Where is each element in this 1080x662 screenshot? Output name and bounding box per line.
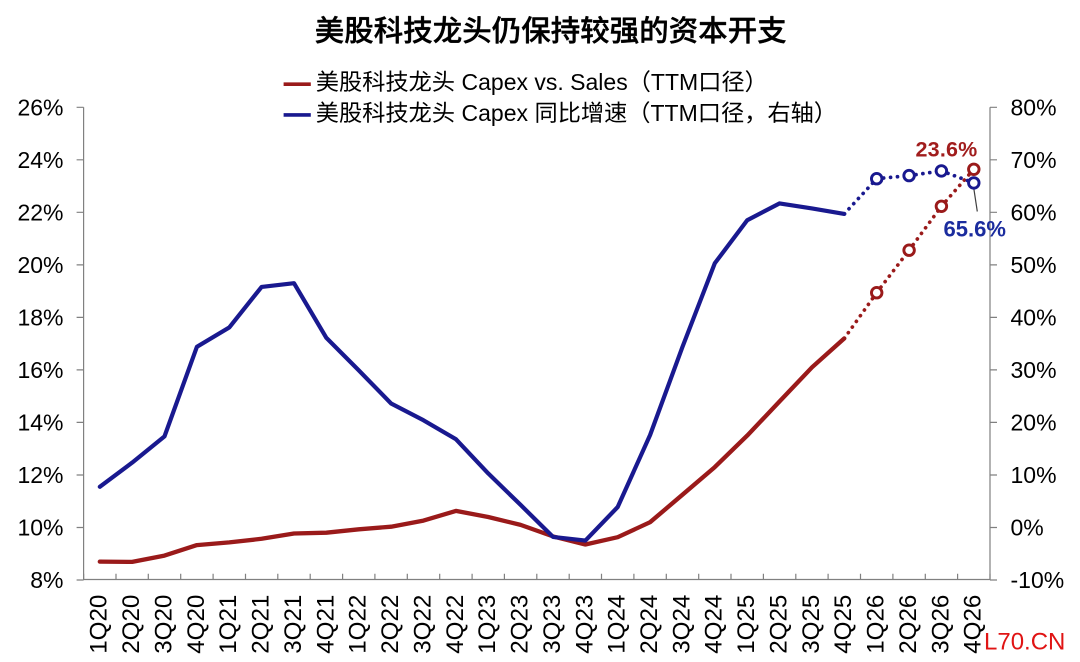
svg-text:4Q20: 4Q20 [183, 595, 210, 654]
svg-text:10%: 10% [1011, 462, 1057, 488]
svg-text:3Q22: 3Q22 [409, 595, 436, 654]
svg-text:Capex vs. Sales: Capex vs. Sales [462, 69, 628, 95]
svg-text:TTM: TTM [651, 100, 698, 126]
svg-text:2Q21: 2Q21 [248, 595, 275, 654]
svg-text:4Q21: 4Q21 [312, 595, 339, 654]
svg-text:4Q24: 4Q24 [701, 595, 728, 654]
svg-text:L70.CN: L70.CN [984, 629, 1065, 656]
svg-text:1Q23: 1Q23 [474, 595, 501, 654]
svg-text:-10%: -10% [1011, 567, 1065, 593]
svg-text:50%: 50% [1011, 252, 1057, 278]
svg-text:TTM: TTM [651, 69, 698, 95]
svg-text:Capex: Capex [462, 100, 529, 126]
svg-text:3Q25: 3Q25 [798, 595, 825, 654]
svg-text:16%: 16% [17, 357, 63, 383]
svg-text:18%: 18% [17, 305, 63, 331]
svg-text:8%: 8% [30, 567, 63, 593]
svg-text:4Q22: 4Q22 [442, 595, 469, 654]
svg-text:2Q24: 2Q24 [636, 595, 663, 654]
svg-text:2Q25: 2Q25 [766, 595, 793, 654]
svg-text:1Q26: 1Q26 [863, 595, 890, 654]
svg-text:2Q23: 2Q23 [507, 595, 534, 654]
svg-text:60%: 60% [1011, 200, 1057, 226]
svg-text:3Q20: 3Q20 [150, 595, 177, 654]
svg-text:22%: 22% [17, 200, 63, 226]
svg-text:80%: 80% [1011, 95, 1057, 121]
svg-text:20%: 20% [1011, 410, 1057, 436]
svg-text:12%: 12% [17, 462, 63, 488]
svg-text:65.6%: 65.6% [944, 217, 1006, 242]
svg-text:10%: 10% [17, 515, 63, 541]
svg-text:2Q20: 2Q20 [118, 595, 145, 654]
svg-text:14%: 14% [17, 410, 63, 436]
svg-text:4Q26: 4Q26 [960, 595, 987, 654]
svg-text:1Q20: 1Q20 [86, 595, 113, 654]
svg-text:23.6%: 23.6% [916, 138, 978, 162]
svg-text:3Q23: 3Q23 [539, 595, 566, 654]
svg-text:70%: 70% [1011, 147, 1057, 173]
svg-text:30%: 30% [1011, 357, 1057, 383]
svg-text:3Q26: 3Q26 [927, 595, 954, 654]
svg-text:2Q22: 2Q22 [377, 595, 404, 654]
svg-text:3Q21: 3Q21 [280, 595, 307, 654]
svg-text:4Q25: 4Q25 [830, 595, 857, 654]
svg-text:2Q26: 2Q26 [895, 595, 922, 654]
svg-text:26%: 26% [17, 95, 63, 121]
svg-text:40%: 40% [1011, 305, 1057, 331]
svg-text:20%: 20% [17, 252, 63, 278]
svg-text:1Q21: 1Q21 [215, 595, 242, 654]
svg-text:1Q22: 1Q22 [345, 595, 372, 654]
svg-text:1Q24: 1Q24 [604, 595, 631, 654]
svg-text:4Q23: 4Q23 [571, 595, 598, 654]
svg-text:3Q24: 3Q24 [668, 595, 695, 654]
svg-text:24%: 24% [17, 147, 63, 173]
svg-text:1Q25: 1Q25 [733, 595, 760, 654]
svg-text:0%: 0% [1011, 515, 1044, 541]
